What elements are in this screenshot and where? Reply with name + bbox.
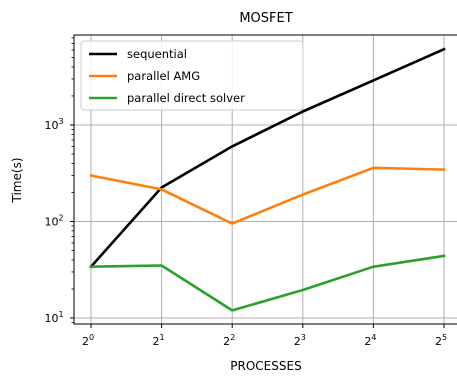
series-line-parallel-direct-solver	[89, 254, 446, 312]
x-tick-label: 21	[153, 333, 165, 348]
y-tick-label: 102	[44, 214, 63, 229]
legend-label: parallel AMG	[127, 69, 200, 83]
x-tick-label: 25	[435, 333, 447, 348]
x-tick-label: 22	[223, 333, 235, 348]
plot-frame	[73, 34, 457, 325]
series-lines	[89, 47, 446, 312]
legend-box	[80, 40, 304, 111]
series-line-parallel-AMG	[89, 166, 446, 225]
y-axis-label: Time(s)	[10, 158, 24, 204]
legend-label: sequential	[127, 47, 187, 61]
y-tick-label: 103	[44, 117, 63, 132]
legend-label: parallel direct solver	[127, 91, 245, 105]
axis-ticks: 20 21 22 23 24 25 101 102 103	[44, 37, 447, 348]
x-tick-label: 24	[364, 333, 376, 348]
series-line-sequential	[89, 47, 446, 269]
x-tick-label: 20	[82, 333, 94, 348]
x-tick-label: 23	[294, 333, 306, 348]
legend: sequential parallel AMG parallel direct so…	[80, 40, 304, 111]
chart-title: MOSFET	[239, 11, 292, 26]
x-axis-label: PROCESSES	[230, 359, 301, 373]
y-tick-label: 101	[44, 310, 63, 325]
